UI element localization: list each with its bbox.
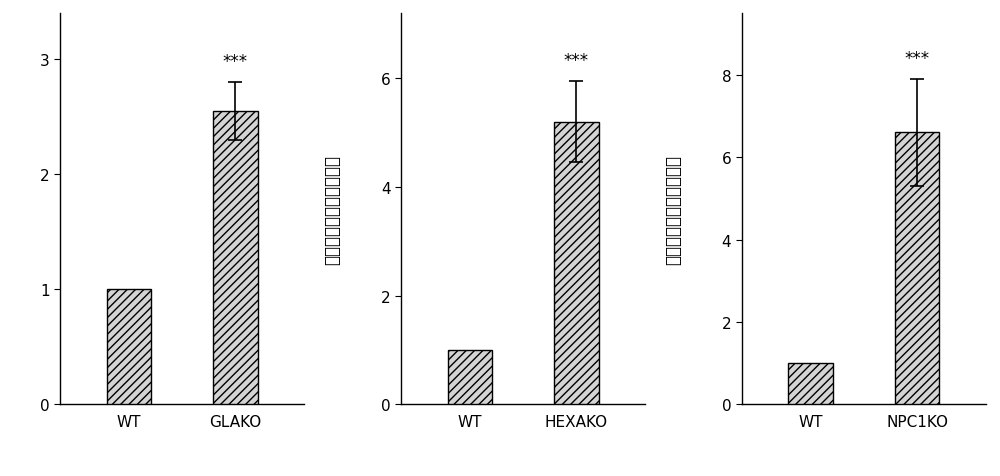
Bar (788, 364, 833, 405)
Bar (895, 133, 939, 405)
Text: ***: *** (223, 53, 248, 71)
Bar (554, 122, 599, 405)
Bar (213, 111, 258, 405)
Text: 正常化的细胞内溶酶体积: 正常化的细胞内溶酶体积 (664, 154, 682, 264)
Text: ***: *** (564, 52, 589, 70)
Bar (448, 350, 492, 405)
Bar (107, 290, 151, 405)
Text: ***: *** (904, 50, 930, 68)
Text: 正常化的细胞内溶酶体积: 正常化的细胞内溶酶体积 (323, 154, 341, 264)
